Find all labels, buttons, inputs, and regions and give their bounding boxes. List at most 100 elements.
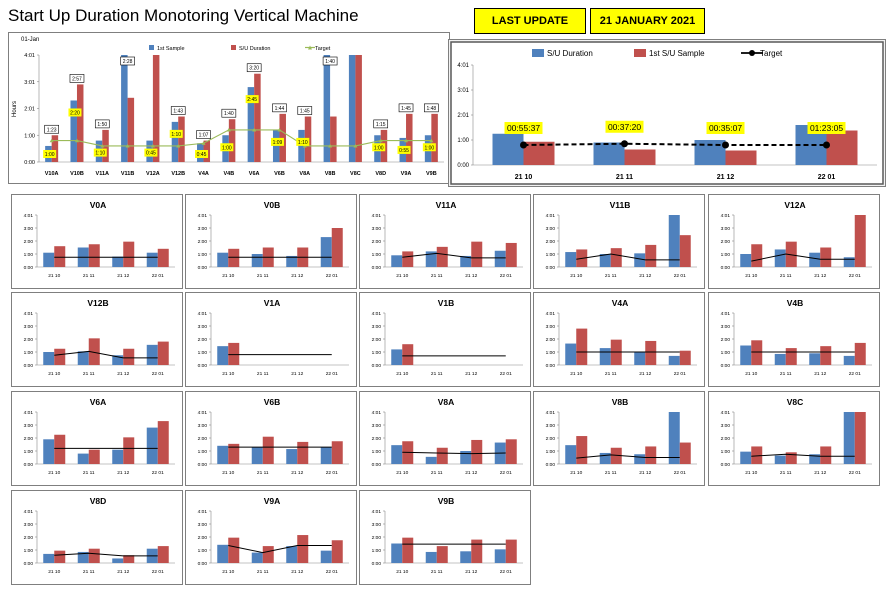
- overview-target-marker: [125, 143, 130, 148]
- chart-v8c-bar-su-duration: [809, 454, 821, 464]
- page-title: Start Up Duration Monotoring Vertical Ma…: [8, 6, 359, 25]
- overview-bar-su-duration: [152, 55, 160, 162]
- chart-v6a-xtick-label: 22 01: [152, 470, 164, 476]
- chart-v0a-xtick-label: 21 10: [48, 273, 60, 279]
- chart-v0a-bar-1st-sample: [157, 248, 169, 267]
- chart-v12a-bar-su-duration: [843, 257, 855, 267]
- overview-data-label-yellow-box: [270, 137, 284, 146]
- chart-v9a-xtick-label: 22 01: [326, 569, 338, 575]
- chart-v0a-xtick-label: 21 12: [117, 273, 129, 279]
- monthly-target-marker: [621, 140, 628, 148]
- overview-data-label: 1:15: [376, 122, 386, 128]
- chart-v12b-xtick-label: 21 12: [117, 371, 129, 377]
- chart-v8d-bar-su-duration: [77, 551, 89, 563]
- overview-ytick-label: 3:01: [24, 80, 35, 86]
- chart-v6b-bar-1st-sample: [228, 443, 240, 464]
- chart-v8d-title: V8D: [90, 496, 107, 506]
- chart-v8a-ytick-label: 1:00: [372, 449, 382, 455]
- chart-v11a-bar-su-duration: [391, 255, 403, 267]
- chart-v8b-target-line: [576, 454, 680, 459]
- overview-xtick-label: V6B: [274, 171, 285, 177]
- chart-v12b-target-line: [54, 350, 158, 359]
- overview-data-label-box: [221, 108, 237, 118]
- overview-target-marker: [378, 138, 383, 143]
- chart-v4b-ytick-label: 4:01: [721, 311, 731, 317]
- chart-v9a-title: V9A: [264, 496, 281, 506]
- overview-target-marker: [277, 127, 282, 132]
- chart-v4a: V4A 0:00 1:00 2:00 3:00 4:01 21 10 21 11 21 12 22…: [533, 292, 705, 387]
- monthly-ytick-label: 4:01: [457, 63, 469, 69]
- chart-v8b-title: V8B: [612, 397, 629, 407]
- chart-v11b-xtick-label: 22 01: [674, 273, 686, 279]
- overview-panel: 01-Jan Hours 0:00 1:00 2:01 3:01 4:01 1st Sampl…: [8, 32, 450, 184]
- chart-v11a: V11A 0:00 1:00 2:00 3:00 4:01 21 10 21 11 21 12 2…: [359, 194, 531, 289]
- chart-v12a-xtick-label: 21 11: [780, 273, 792, 279]
- chart-v6b-xtick-label: 21 12: [291, 470, 303, 476]
- chart-v12a-bar-1st-sample: [820, 247, 832, 267]
- chart-v0b-bar-su-duration: [320, 237, 332, 267]
- overview-data-label-box: [69, 74, 85, 83]
- monthly-data-label-box: [504, 122, 543, 134]
- monthly-data-label: 00:37:20: [608, 122, 641, 132]
- chart-v0a-bar-su-duration: [146, 252, 158, 267]
- chart-v6b-ytick-label: 4:01: [198, 410, 208, 416]
- chart-v9b-ytick-label: 3:00: [372, 522, 382, 528]
- monthly-data-label-box: [807, 122, 846, 134]
- chart-v4b-title: V4B: [787, 298, 804, 308]
- chart-v6a-bar-su-duration: [112, 449, 124, 464]
- chart-v4b-bar-su-duration: [740, 345, 752, 365]
- monthly-bar-su-duration: [492, 133, 524, 165]
- chart-v12b-ytick-label: 4:01: [24, 311, 34, 317]
- chart-v9a-bar-su-duration: [251, 552, 263, 563]
- chart-v11b-target-line: [576, 253, 680, 261]
- overview-target-marker: [353, 143, 358, 148]
- chart-v8d-ytick-label: 0:00: [24, 561, 34, 567]
- chart-v6a-ytick-label: 1:00: [24, 449, 34, 455]
- overview-xtick-label: V8C: [350, 171, 361, 177]
- chart-v11b: V11B 0:00 1:00 2:00 3:00 4:01 21 10 21 11 21 12 2…: [533, 194, 705, 289]
- chart-v8a-title: V8A: [438, 397, 455, 407]
- chart-v8c-title: V8C: [787, 397, 804, 407]
- overview-data-label-box: [94, 119, 110, 129]
- overview-ytick-label: 4:01: [24, 53, 35, 59]
- chart-v8b-bar-1st-sample: [610, 447, 622, 464]
- overview-bar-su-duration: [254, 73, 261, 162]
- chart-v0b-bar-su-duration: [286, 255, 298, 267]
- overview-data-label-box: [398, 103, 414, 113]
- overview-data-label-yellow: 1:10: [95, 151, 105, 157]
- overview-bar-1st-sample: [348, 55, 356, 162]
- chart-v12a-ytick-label: 1:00: [721, 252, 731, 258]
- chart-v9b: V9B 0:00 1:00 2:00 3:00 4:01 21 10 21 11 21 12 22…: [359, 490, 531, 585]
- chart-v0b-title: V0B: [264, 200, 281, 210]
- monthly-bar-1st-sample: [523, 141, 555, 165]
- chart-v8b-xtick-label: 21 10: [570, 470, 582, 476]
- chart-v4b-bar-1st-sample: [820, 346, 832, 365]
- chart-v4a-bar-1st-sample: [645, 340, 657, 365]
- chart-v0b-xtick-label: 21 10: [222, 273, 234, 279]
- chart-v6a-svg: V6A 0:00 1:00 2:00 3:00 4:01 21 10 21 11 21 12 22…: [24, 397, 175, 476]
- overview-xtick-label: V8A: [299, 171, 310, 177]
- overview-xtick-label: V6A: [249, 171, 260, 177]
- chart-v9b-svg: V9B 0:00 1:00 2:00 3:00 4:01 21 10 21 11 21 12 22…: [372, 496, 523, 575]
- chart-v8d-bar-1st-sample: [157, 546, 169, 563]
- chart-v6a-xtick-label: 21 12: [117, 470, 129, 476]
- chart-v0b-ytick-label: 1:00: [198, 252, 208, 258]
- overview-legend-label: 1st Sample: [157, 46, 185, 52]
- chart-v8b-ytick-label: 4:01: [546, 410, 556, 416]
- chart-v8a-bar-su-duration: [425, 456, 437, 464]
- chart-v4b-xtick-label: 21 11: [780, 371, 792, 377]
- monthly-panel: 0:00 1:00 2:01 3:01 4:01 S/U Duration 1st S/U …: [448, 39, 886, 187]
- monthly-data-label-box: [706, 122, 745, 134]
- chart-v11a-ytick-label: 0:00: [372, 265, 382, 271]
- chart-v11b-bar-1st-sample: [645, 244, 657, 267]
- chart-v8a-svg: V8A 0:00 1:00 2:00 3:00 4:01 21 10 21 11 21 12 22…: [372, 397, 523, 476]
- chart-v1b-xtick-label: 21 10: [396, 371, 408, 377]
- overview-legend-swatch: [231, 45, 236, 50]
- monthly-data-label-box: [605, 120, 644, 133]
- monthly-ytick-label: 3:01: [457, 88, 469, 94]
- chart-v9a-bar-1st-sample: [228, 537, 240, 563]
- chart-v6b-bar-su-duration: [217, 445, 229, 464]
- overview-bar-su-duration: [76, 84, 84, 162]
- chart-v0b-bar-1st-sample: [331, 228, 343, 267]
- chart-v12a-xtick-label: 21 12: [814, 273, 826, 279]
